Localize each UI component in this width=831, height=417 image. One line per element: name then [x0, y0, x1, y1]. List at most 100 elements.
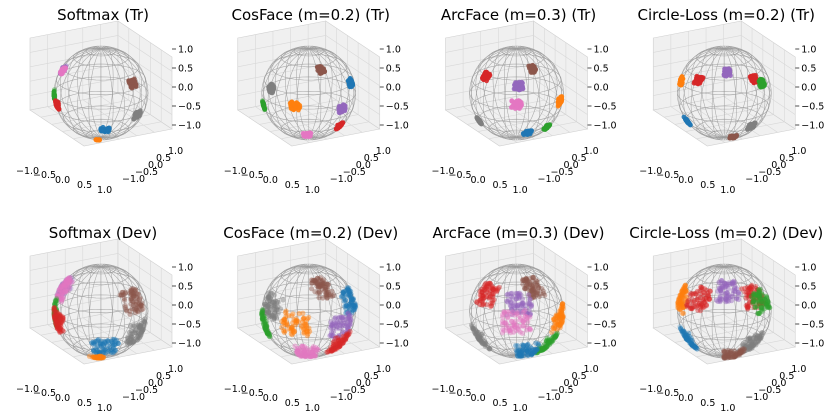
data-point — [698, 77, 704, 83]
data-point — [476, 336, 482, 342]
data-point — [540, 288, 546, 294]
data-point — [52, 317, 58, 323]
data-point — [58, 313, 64, 320]
z-tick-label: 1.0 — [801, 45, 816, 56]
data-point — [552, 333, 558, 339]
data-point — [521, 277, 527, 284]
grid-line — [653, 296, 742, 314]
data-point — [309, 277, 315, 283]
data-point — [342, 297, 348, 303]
data-point — [53, 318, 59, 324]
data-point — [60, 282, 66, 288]
data-point — [697, 288, 703, 294]
data-point — [127, 339, 134, 345]
data-point — [707, 288, 713, 294]
y-tick-label: 0.0 — [148, 160, 163, 171]
data-point — [529, 278, 535, 284]
data-point — [326, 348, 332, 354]
x-tick-label: −1.0 — [224, 166, 247, 177]
data-point — [55, 326, 61, 332]
data-point — [476, 336, 482, 342]
data-point — [59, 288, 65, 294]
data-point — [537, 348, 543, 354]
data-point — [744, 284, 751, 290]
data-point — [531, 286, 538, 293]
data-point — [727, 294, 733, 300]
sphere-parallel — [270, 271, 348, 299]
data-point — [259, 310, 265, 316]
sphere-meridian — [88, 45, 114, 141]
data-point — [516, 351, 522, 357]
data-point — [334, 325, 340, 331]
data-point — [312, 353, 318, 359]
data-point — [486, 290, 493, 296]
data-point — [52, 313, 58, 319]
data-point — [676, 295, 682, 301]
data-point — [558, 312, 564, 318]
data-point — [97, 340, 104, 346]
data-point — [347, 313, 353, 319]
data-point — [52, 87, 57, 92]
data-point — [504, 299, 511, 305]
data-point — [264, 330, 270, 336]
data-point — [262, 315, 268, 321]
data-point — [63, 282, 69, 288]
data-point — [53, 313, 59, 319]
data-point — [54, 323, 61, 329]
y-tick-label: −0.5 — [551, 385, 574, 396]
data-point — [95, 355, 101, 361]
data-point — [56, 322, 62, 328]
data-point — [517, 329, 523, 335]
data-point — [558, 314, 565, 320]
scatter-points — [51, 63, 143, 143]
subplot-title: ArcFace (m=0.3) (Tr) — [441, 6, 596, 24]
data-point — [555, 313, 561, 319]
data-point — [527, 297, 533, 303]
data-point — [536, 345, 543, 351]
subplot-title: CosFace (m=0.2) (Tr) — [232, 6, 391, 24]
data-point — [682, 282, 689, 288]
data-point — [512, 302, 518, 308]
data-point — [328, 347, 335, 353]
data-point — [755, 298, 761, 304]
data-point — [129, 288, 135, 294]
sphere-parallel — [696, 118, 753, 139]
data-point — [51, 91, 57, 97]
data-point — [62, 288, 68, 294]
data-point — [690, 342, 696, 348]
data-point — [283, 313, 289, 319]
data-point — [67, 277, 73, 283]
data-point — [267, 299, 273, 305]
data-point — [98, 355, 104, 361]
data-point — [301, 330, 307, 336]
data-point — [94, 354, 100, 361]
data-point — [677, 79, 683, 85]
data-point — [59, 286, 65, 292]
data-point — [552, 334, 558, 340]
data-point — [535, 288, 541, 294]
grid-line — [515, 96, 571, 133]
sphere-parallel — [270, 323, 348, 351]
data-point — [476, 335, 482, 341]
data-point — [131, 292, 137, 298]
data-point — [687, 305, 694, 311]
y-tick-label: 0.5 — [572, 371, 587, 382]
data-point — [544, 343, 550, 349]
data-point — [346, 305, 352, 311]
data-point — [675, 301, 682, 307]
sphere-wireframe — [469, 45, 564, 141]
data-point — [110, 345, 117, 351]
data-point — [52, 303, 58, 309]
data-point — [58, 299, 65, 305]
data-point — [546, 340, 552, 346]
data-point — [91, 354, 97, 361]
data-point — [683, 299, 690, 305]
data-point — [98, 354, 104, 360]
y-tick-label: −1.0 — [538, 174, 561, 185]
data-point — [472, 330, 478, 336]
data-point — [53, 318, 59, 324]
data-point — [57, 325, 63, 332]
data-point — [125, 334, 131, 340]
data-point — [95, 354, 102, 360]
data-point — [528, 69, 534, 74]
